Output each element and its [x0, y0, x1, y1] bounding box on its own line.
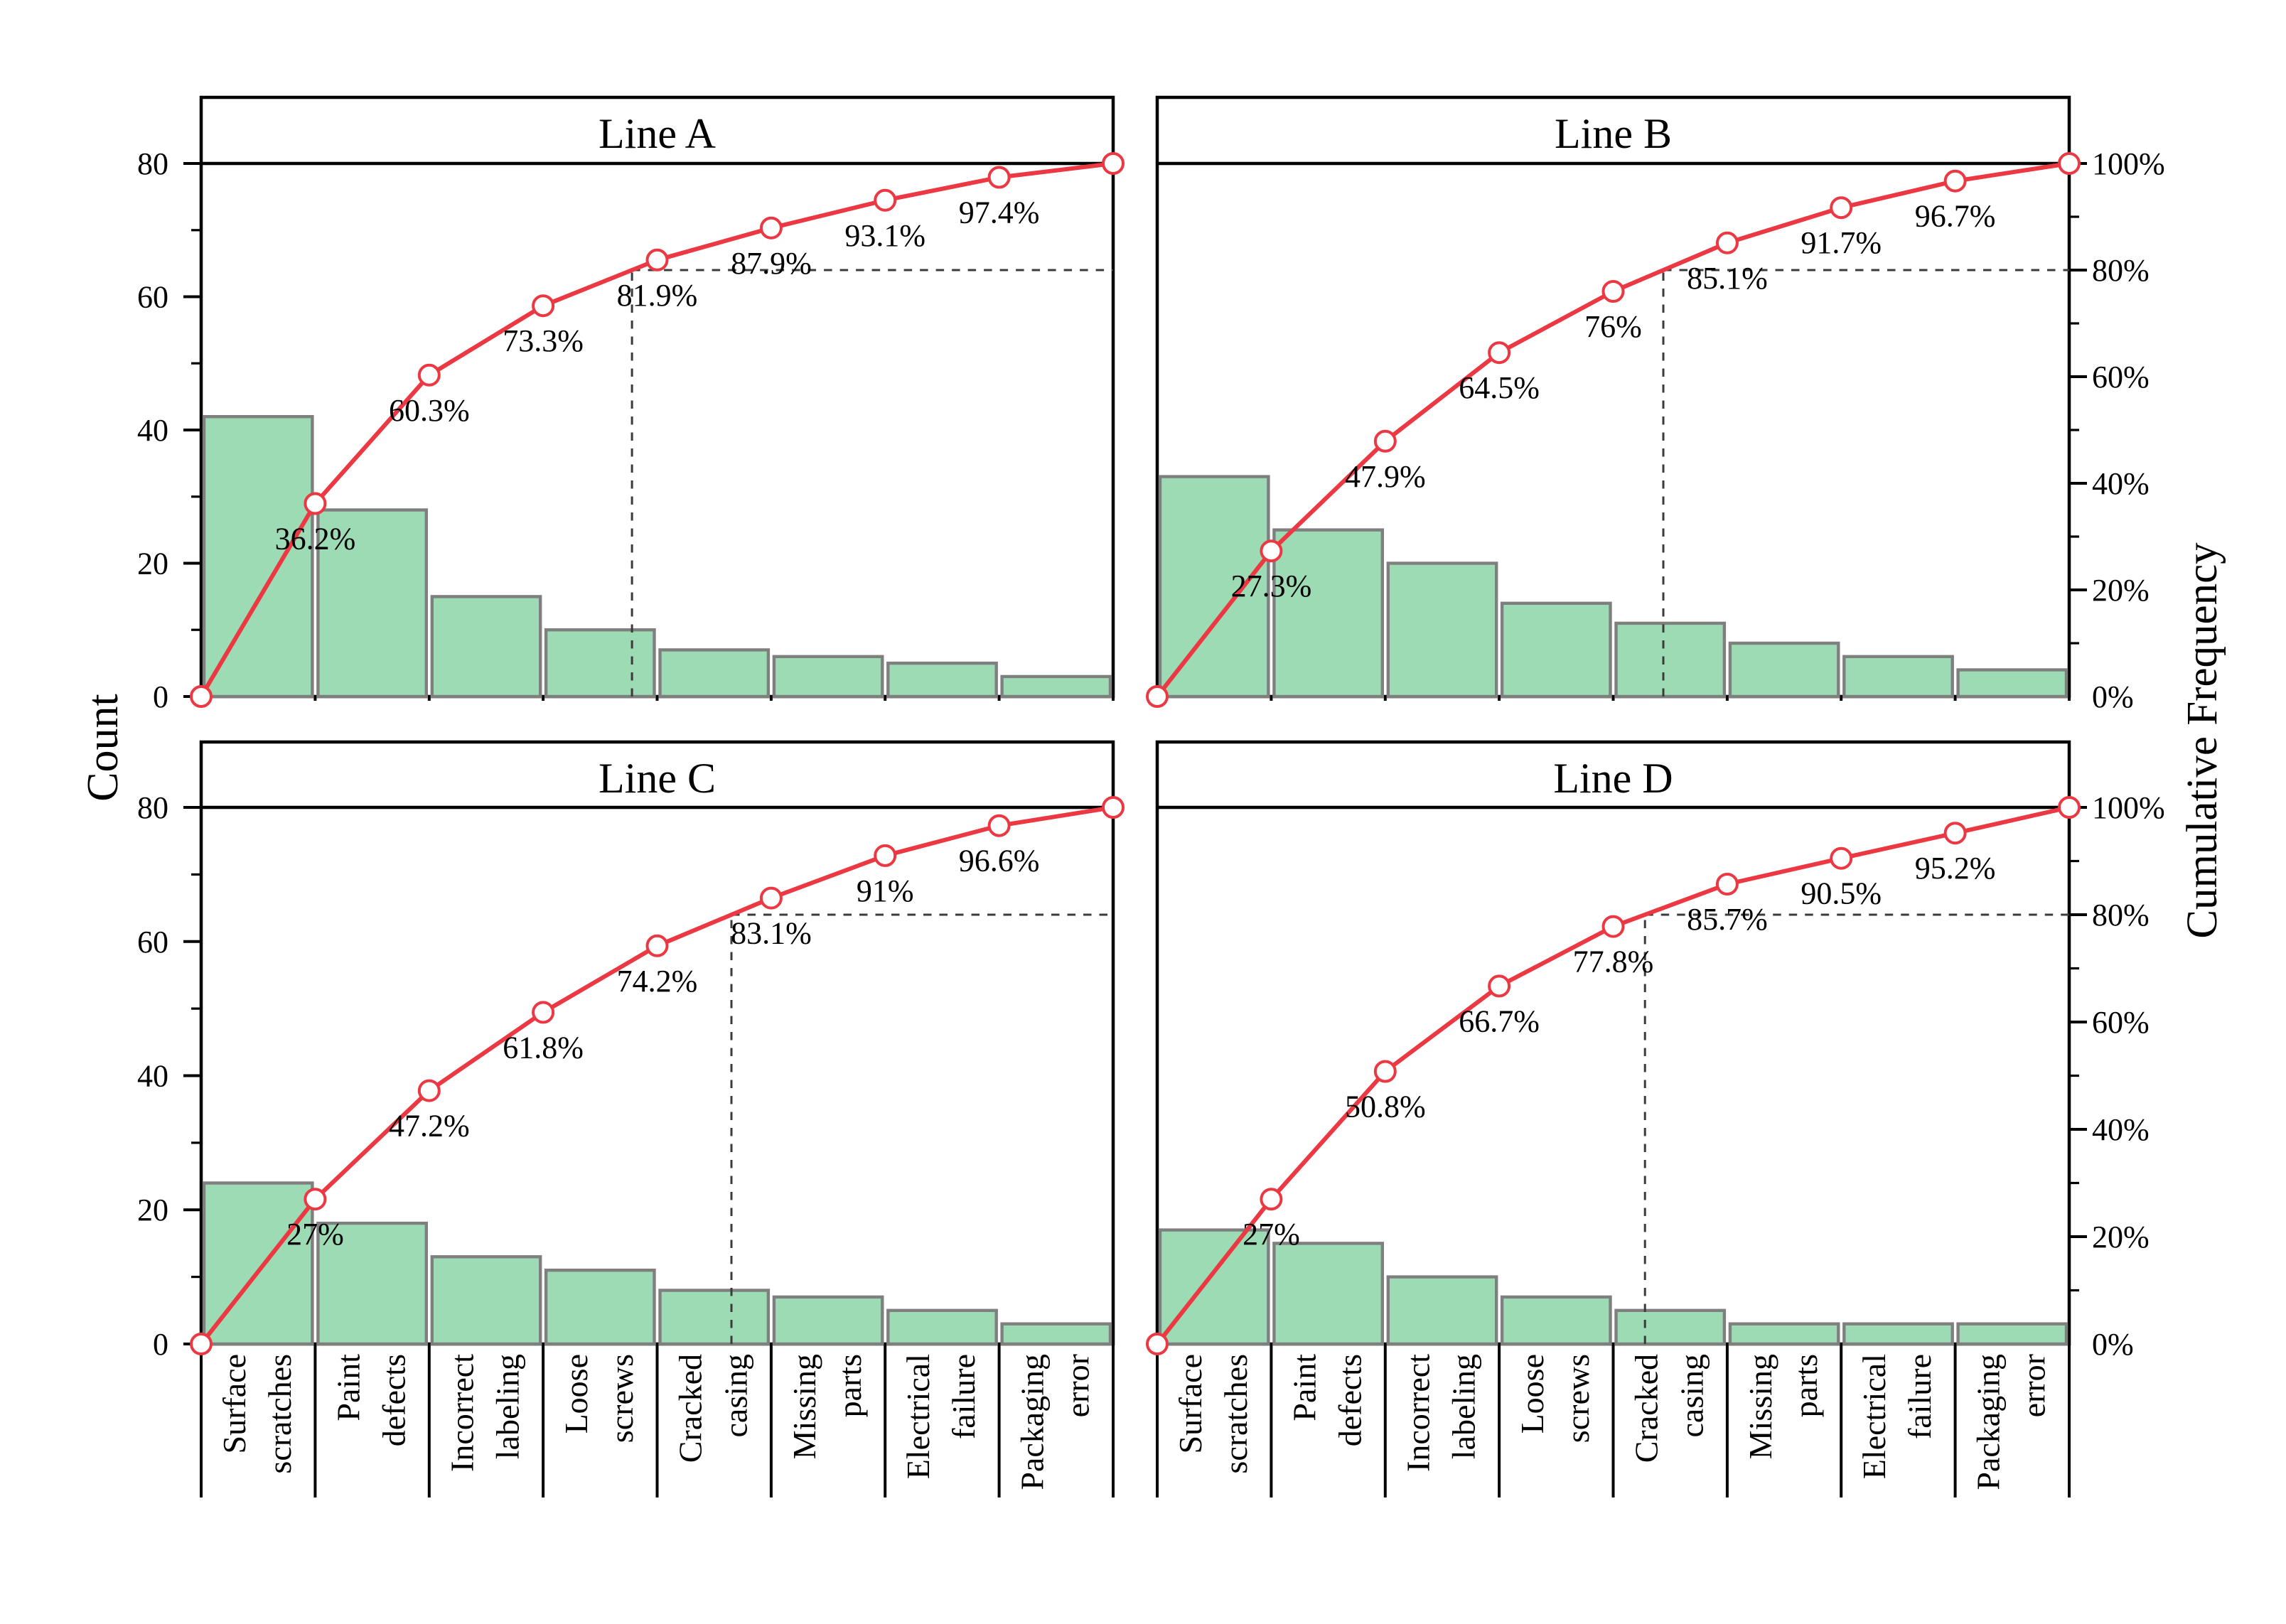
svg-text:0%: 0%	[2092, 1327, 2134, 1362]
svg-text:Paint: Paint	[1286, 1354, 1322, 1421]
svg-text:40%: 40%	[2092, 466, 2150, 501]
svg-text:Incorrect: Incorrect	[1400, 1354, 1437, 1472]
svg-text:parts: parts	[832, 1354, 868, 1417]
svg-text:Missing: Missing	[786, 1354, 822, 1459]
svg-text:74.2%: 74.2%	[617, 964, 698, 999]
svg-text:20: 20	[137, 547, 168, 581]
svg-text:Loose: Loose	[1514, 1354, 1550, 1434]
svg-text:20%: 20%	[2092, 573, 2150, 608]
svg-text:scratches: scratches	[1218, 1354, 1254, 1474]
svg-text:defects: defects	[1331, 1354, 1368, 1446]
svg-text:40: 40	[137, 1059, 168, 1094]
svg-text:Loose: Loose	[558, 1354, 594, 1434]
svg-text:60%: 60%	[2092, 360, 2150, 394]
svg-text:Missing: Missing	[1742, 1354, 1778, 1459]
svg-text:60: 60	[137, 280, 168, 315]
svg-text:80%: 80%	[2092, 253, 2150, 288]
svg-text:97.4%: 97.4%	[959, 195, 1040, 230]
svg-text:90.5%: 90.5%	[1801, 876, 1882, 911]
svg-text:60: 60	[137, 925, 168, 959]
svg-text:0%: 0%	[2092, 679, 2134, 714]
svg-text:77.8%: 77.8%	[1573, 945, 1654, 979]
svg-text:Surface: Surface	[216, 1354, 252, 1453]
svg-text:80: 80	[137, 146, 168, 181]
svg-text:failure: failure	[945, 1354, 982, 1439]
svg-text:Electrical: Electrical	[1856, 1354, 1892, 1479]
svg-text:64.5%: 64.5%	[1459, 370, 1540, 405]
svg-text:0: 0	[153, 679, 168, 714]
svg-text:61.8%: 61.8%	[503, 1030, 584, 1065]
svg-text:60.3%: 60.3%	[389, 393, 470, 428]
svg-text:40: 40	[137, 413, 168, 448]
svg-text:50.8%: 50.8%	[1345, 1090, 1426, 1124]
svg-text:20: 20	[137, 1193, 168, 1227]
svg-text:40%: 40%	[2092, 1112, 2150, 1147]
svg-text:36.2%: 36.2%	[275, 522, 356, 556]
svg-text:27.3%: 27.3%	[1231, 569, 1312, 603]
svg-text:85.7%: 85.7%	[1687, 902, 1768, 937]
svg-text:47.9%: 47.9%	[1345, 459, 1426, 494]
svg-text:0: 0	[153, 1327, 168, 1362]
svg-text:scratches: scratches	[262, 1354, 298, 1474]
svg-text:87.9%: 87.9%	[731, 246, 812, 281]
svg-text:76%: 76%	[1584, 309, 1642, 344]
svg-text:parts: parts	[1788, 1354, 1824, 1417]
svg-text:Cumulative Frequency: Cumulative Frequency	[2179, 542, 2226, 939]
svg-text:60%: 60%	[2092, 1005, 2150, 1040]
svg-text:Line C: Line C	[599, 755, 716, 802]
svg-text:error: error	[2016, 1354, 2052, 1417]
svg-text:91%: 91%	[857, 873, 914, 908]
svg-text:Paint: Paint	[330, 1354, 366, 1421]
svg-text:Line B: Line B	[1555, 110, 1672, 157]
svg-text:failure: failure	[1901, 1354, 1938, 1439]
svg-text:83.1%: 83.1%	[731, 916, 812, 951]
svg-text:Incorrect: Incorrect	[444, 1354, 481, 1472]
svg-text:Cracked: Cracked	[1628, 1354, 1665, 1463]
svg-text:27%: 27%	[1243, 1217, 1300, 1252]
svg-text:casing: casing	[718, 1354, 754, 1438]
svg-text:labeling: labeling	[1446, 1354, 1482, 1459]
svg-text:100%: 100%	[2092, 146, 2165, 181]
svg-text:Line D: Line D	[1553, 755, 1673, 802]
svg-text:47.2%: 47.2%	[389, 1109, 470, 1144]
svg-text:Count: Count	[79, 694, 127, 802]
svg-text:73.3%: 73.3%	[503, 323, 584, 358]
svg-text:100%: 100%	[2092, 790, 2165, 825]
svg-text:Line A: Line A	[599, 110, 716, 157]
svg-text:80%: 80%	[2092, 898, 2150, 932]
svg-text:defects: defects	[375, 1354, 412, 1446]
svg-text:93.1%: 93.1%	[844, 218, 925, 253]
svg-text:Surface: Surface	[1172, 1354, 1208, 1453]
svg-text:96.7%: 96.7%	[1915, 199, 1996, 234]
svg-text:labeling: labeling	[490, 1354, 526, 1459]
svg-text:20%: 20%	[2092, 1220, 2150, 1254]
svg-text:screws: screws	[1560, 1354, 1596, 1443]
svg-text:error: error	[1060, 1354, 1096, 1417]
svg-text:66.7%: 66.7%	[1459, 1004, 1540, 1038]
svg-text:screws: screws	[603, 1354, 640, 1443]
svg-text:91.7%: 91.7%	[1801, 225, 1882, 260]
svg-text:85.1%: 85.1%	[1687, 261, 1768, 296]
svg-text:Cracked: Cracked	[672, 1354, 709, 1463]
svg-text:casing: casing	[1674, 1354, 1710, 1438]
svg-text:Packaging: Packaging	[1970, 1354, 2007, 1490]
svg-text:81.9%: 81.9%	[617, 278, 698, 313]
svg-text:27%: 27%	[286, 1217, 344, 1252]
svg-text:Electrical: Electrical	[900, 1354, 936, 1479]
svg-text:80: 80	[137, 790, 168, 825]
svg-text:96.6%: 96.6%	[959, 844, 1040, 878]
svg-text:Packaging: Packaging	[1014, 1354, 1051, 1490]
svg-text:95.2%: 95.2%	[1915, 851, 1996, 886]
